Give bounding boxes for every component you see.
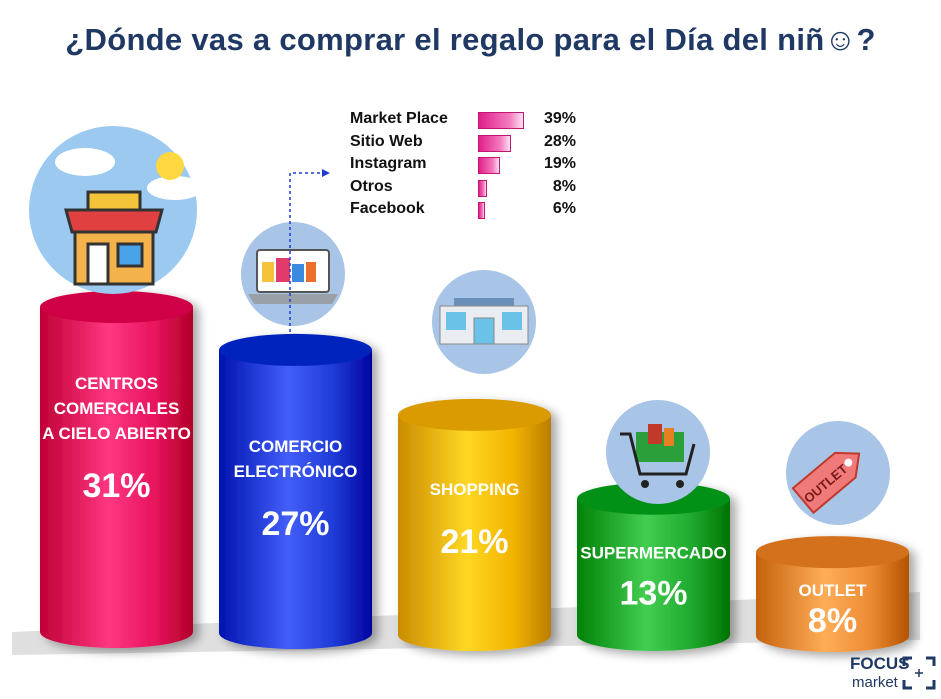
open-air-mall-icon	[29, 126, 203, 294]
value-label: 21%	[440, 523, 508, 561]
breakdown-row: Instagram 19%	[350, 155, 590, 178]
category-label: A CIELO ABIERTO	[42, 424, 191, 443]
cylinder-bar	[756, 536, 909, 652]
breakdown-row: Facebook 6%	[350, 200, 590, 223]
cylinder-body	[398, 414, 551, 651]
breakdown-value: 8%	[552, 177, 576, 195]
cylinder-bar	[398, 398, 551, 651]
cylinder-body	[577, 498, 730, 651]
value-label: 31%	[82, 467, 150, 505]
cylinder-top	[40, 291, 193, 323]
breakdown-label: Instagram	[350, 155, 427, 172]
cylinder-top	[398, 398, 551, 431]
cylinder-top	[756, 536, 909, 569]
breakdown-value: 19%	[543, 155, 576, 172]
chart-title: ¿Dónde vas a comprar el regalo para el D…	[65, 22, 876, 57]
category-label: COMERCIALES	[54, 399, 180, 418]
shopping-center-icon	[432, 270, 536, 374]
cylinder-bar	[577, 482, 730, 651]
legend-connector	[289, 172, 322, 332]
category-label: COMERCIO	[249, 437, 343, 456]
cylinder-body	[219, 349, 372, 649]
cylinder-bar	[40, 291, 193, 648]
category-label: CENTROS	[75, 374, 158, 393]
breakdown-value: 28%	[543, 132, 576, 150]
breakdown-label: Sitio Web	[350, 132, 423, 150]
value-label: 13%	[619, 575, 687, 613]
connector-arrowhead	[322, 169, 330, 177]
breakdown-bar	[478, 134, 512, 152]
value-label: 8%	[808, 602, 857, 640]
breakdown-bar	[478, 179, 488, 197]
breakdown-row: Market Place 39%	[350, 110, 590, 133]
breakdown-label: Market Place	[350, 110, 448, 127]
breakdown-row: Sitio Web 28%	[350, 133, 590, 156]
breakdown-bar	[478, 112, 524, 129]
breakdown-label: Facebook	[350, 200, 425, 217]
category-label: OUTLET	[799, 581, 868, 600]
category-label: SHOPPING	[430, 480, 520, 499]
breakdown-row: Otros 8%	[350, 178, 590, 201]
shopping-cart-icon	[606, 400, 710, 504]
logo-line2: market	[852, 674, 898, 691]
ecommerce-breakdown: Market Place 39% Sitio Web 28% Instagram…	[350, 110, 590, 223]
logo-frame-icon	[902, 656, 936, 690]
breakdown-label: Otros	[350, 177, 393, 195]
breakdown-bar	[478, 157, 501, 174]
breakdown-value: 6%	[552, 200, 576, 217]
logo-line1: FOCUS	[850, 654, 910, 673]
category-label: SUPERMERCADO	[580, 544, 726, 563]
category-label: ELECTRÓNICO	[234, 462, 358, 481]
cylinder-body	[756, 552, 909, 652]
value-label: 27%	[261, 505, 329, 543]
laptop-shopping-icon	[241, 222, 345, 326]
outlet-tag-icon: OUTLET	[786, 421, 890, 525]
breakdown-bar	[478, 202, 486, 219]
focus-market-logo: FOCUS market	[848, 652, 938, 696]
cylinder-top	[219, 333, 372, 366]
cylinder-bar	[219, 333, 372, 649]
breakdown-value: 39%	[543, 110, 576, 127]
cylinder-body	[40, 307, 193, 648]
